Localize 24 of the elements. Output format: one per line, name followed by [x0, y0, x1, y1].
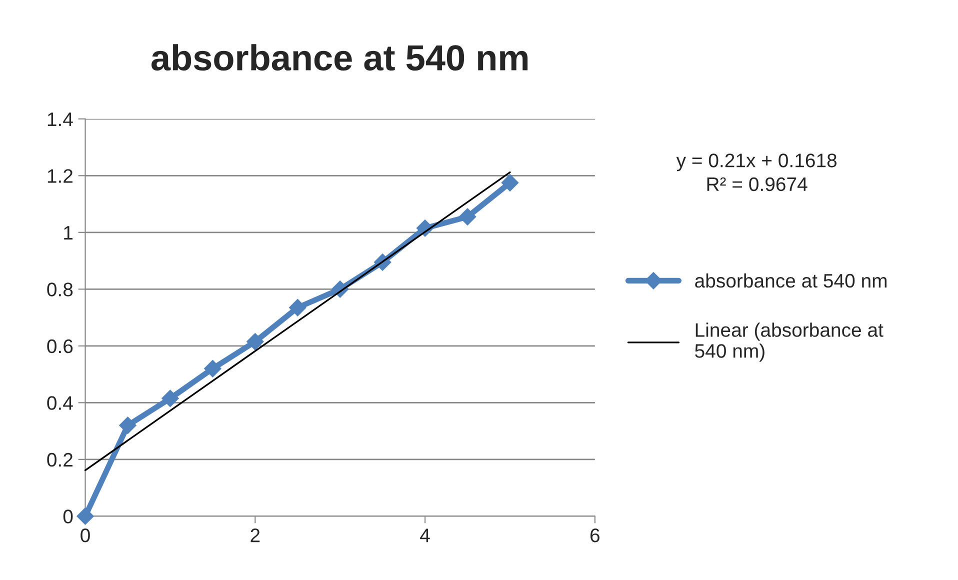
y-tick-label: 1.2	[48, 169, 72, 183]
legend-label: absorbance at 540 nm	[695, 273, 886, 288]
y-tick-label: 1.4	[48, 112, 73, 126]
legend-label: Linear (absorbance at 540 nm)	[695, 322, 884, 362]
y-tick-label: 0	[63, 510, 73, 524]
point	[162, 390, 179, 407]
point	[76, 508, 94, 525]
point	[246, 333, 264, 350]
x-tick-label: 6	[590, 528, 600, 542]
y-tick-label: 0.4	[47, 396, 73, 410]
point	[119, 416, 136, 434]
x-tick-label: 0	[80, 528, 90, 542]
y-tick-label: 0.8	[47, 282, 73, 296]
x-tick-label: 2	[250, 528, 260, 542]
text: y = 0.21x + 0.1618 R² = 0.9674	[676, 154, 837, 192]
chart-title: absorbance at 540 nm	[152, 44, 528, 71]
point	[458, 208, 476, 226]
y-tick-label: 1	[64, 226, 73, 240]
point	[289, 299, 306, 316]
point	[501, 174, 519, 192]
y-tick-label: 0.6	[47, 339, 73, 354]
y-tick-label: 0.2	[47, 452, 72, 467]
x-tick-label: 4	[420, 528, 430, 542]
point	[204, 360, 222, 378]
